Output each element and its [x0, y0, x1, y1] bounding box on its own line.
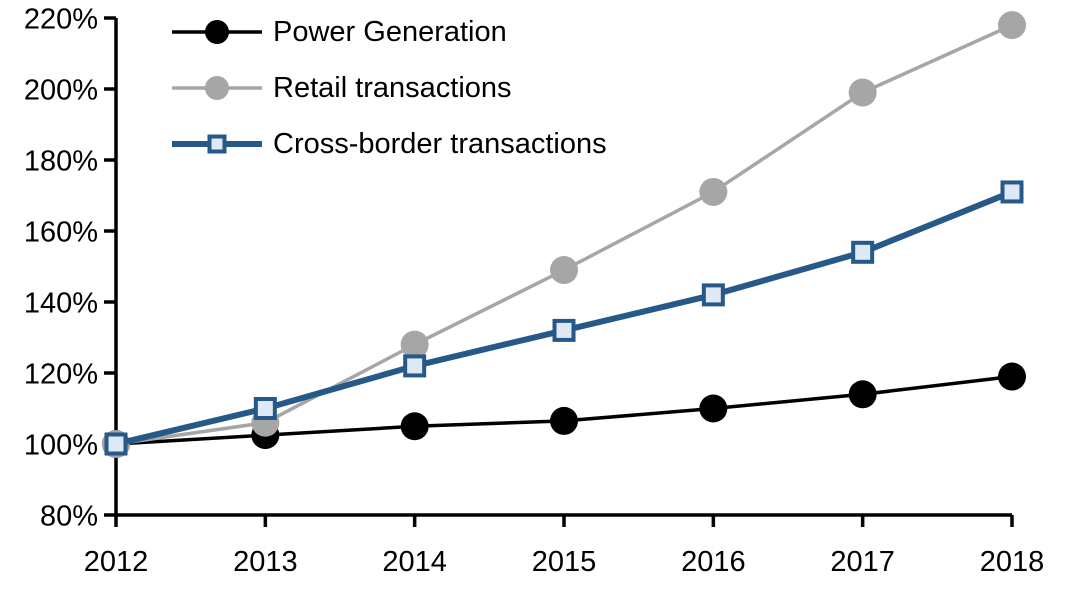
legend-item-retail-transactions: Retail transactions [172, 60, 607, 116]
svg-text:120%: 120% [24, 359, 98, 391]
line-circle-marker-swatch-icon [172, 76, 262, 100]
line-square-marker-swatch-icon [172, 134, 262, 154]
svg-text:140%: 140% [24, 288, 98, 320]
svg-text:80%: 80% [40, 501, 98, 533]
svg-text:2013: 2013 [233, 546, 298, 578]
svg-text:2014: 2014 [382, 546, 447, 578]
legend-item-cross-border-transactions: Cross-border transactions [172, 116, 607, 172]
legend-label-retail-transactions: Retail transactions [273, 71, 512, 104]
svg-text:100%: 100% [24, 430, 98, 462]
svg-text:2018: 2018 [980, 546, 1045, 578]
line-circle-marker-swatch-icon [172, 20, 262, 44]
svg-text:2012: 2012 [84, 546, 149, 578]
svg-text:2015: 2015 [532, 546, 597, 578]
chart-legend: Power Generation Retail transactions Cro… [172, 4, 607, 172]
svg-text:200%: 200% [24, 75, 98, 107]
legend-item-power-generation: Power Generation [172, 4, 607, 60]
svg-text:2016: 2016 [681, 546, 746, 578]
legend-label-power-generation: Power Generation [273, 15, 507, 48]
svg-text:220%: 220% [24, 4, 98, 36]
svg-text:180%: 180% [24, 146, 98, 178]
svg-text:2017: 2017 [830, 546, 895, 578]
svg-text:160%: 160% [24, 217, 98, 249]
legend-label-cross-border-transactions: Cross-border transactions [273, 127, 607, 160]
